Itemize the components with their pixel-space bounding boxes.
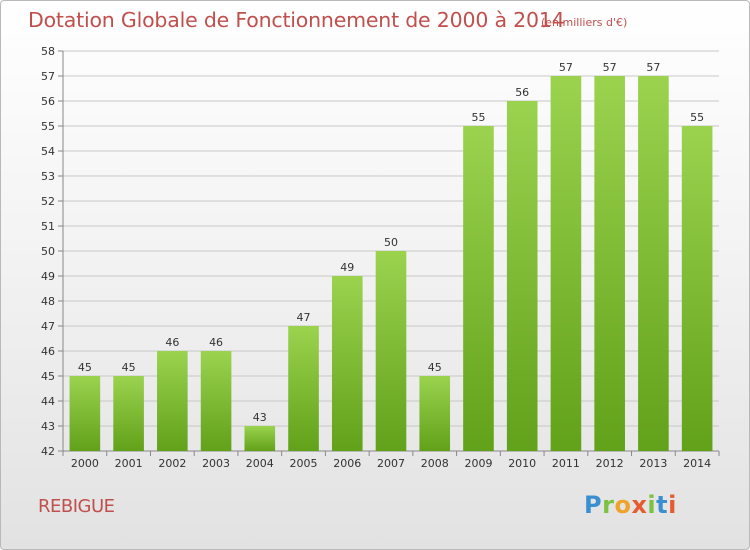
- data-label: 45: [78, 361, 92, 374]
- bar: [113, 376, 144, 451]
- bar: [506, 101, 538, 451]
- x-tick-label: 2008: [421, 457, 449, 470]
- y-tick-label: 51: [41, 220, 55, 233]
- data-label: 43: [253, 411, 267, 424]
- data-label: 56: [515, 86, 529, 99]
- x-tick-label: 2012: [596, 457, 624, 470]
- y-tick-label: 48: [41, 295, 55, 308]
- y-tick-label: 56: [41, 95, 55, 108]
- bar: [375, 251, 407, 451]
- bar: [200, 351, 232, 451]
- x-tick-label: 2013: [639, 457, 667, 470]
- y-tick-label: 45: [41, 370, 55, 383]
- x-tick-label: 2014: [683, 457, 711, 470]
- y-tick-label: 42: [41, 445, 55, 458]
- bar: [157, 351, 188, 451]
- bar: [288, 326, 319, 451]
- x-tick-label: 2002: [158, 457, 186, 470]
- data-label: 57: [559, 61, 573, 74]
- x-tick-label: 2007: [377, 457, 405, 470]
- bar: [463, 126, 494, 451]
- y-tick-label: 54: [41, 145, 55, 158]
- x-tick-label: 2005: [290, 457, 318, 470]
- data-label: 55: [471, 111, 485, 124]
- y-tick-label: 52: [41, 195, 55, 208]
- data-label: 46: [209, 336, 223, 349]
- y-tick-label: 43: [41, 420, 55, 433]
- labels: 42 43 44 45 46 47 48 49 50 51 52 53 54 55 56 57 58 45 2000…: [41, 45, 711, 470]
- data-label: 47: [297, 311, 311, 324]
- x-tick-label: 2010: [508, 457, 536, 470]
- bar: [594, 76, 625, 451]
- x-tick-label: 2009: [464, 457, 492, 470]
- bar: [550, 76, 582, 451]
- data-label: 50: [384, 236, 398, 249]
- bar: [244, 426, 276, 451]
- y-tick-label: 50: [41, 245, 55, 258]
- y-tick-label: 44: [41, 395, 55, 408]
- x-tick-label: 2001: [115, 457, 143, 470]
- data-label: 45: [428, 361, 442, 374]
- data-label: 46: [165, 336, 179, 349]
- bar: [331, 276, 363, 451]
- x-tick-label: 2000: [71, 457, 99, 470]
- bars: [69, 76, 713, 451]
- chart-subtitle: (en milliers d'€): [541, 16, 628, 29]
- bar: [638, 76, 669, 451]
- data-label: 57: [603, 61, 617, 74]
- y-tick-label: 57: [41, 70, 55, 83]
- bar: [681, 126, 713, 451]
- bar: [419, 376, 451, 451]
- y-tick-label: 46: [41, 345, 55, 358]
- proxiti-logo: Proxiti: [584, 491, 677, 519]
- y-tick-label: 58: [41, 45, 55, 58]
- commune-name: REBIGUE: [38, 496, 115, 517]
- y-tick-label: 47: [41, 320, 55, 333]
- bar: [69, 376, 101, 451]
- y-tick-label: 53: [41, 170, 55, 183]
- data-label: 45: [122, 361, 136, 374]
- x-tick-label: 2004: [246, 457, 274, 470]
- data-label: 57: [646, 61, 660, 74]
- y-tick-label: 55: [41, 120, 55, 133]
- x-tick-label: 2011: [552, 457, 580, 470]
- chart-title: Dotation Globale de Fonctionnement de 20…: [28, 8, 565, 32]
- x-tick-label: 2003: [202, 457, 230, 470]
- y-tick-label: 49: [41, 270, 55, 283]
- data-label: 55: [690, 111, 704, 124]
- x-tick-label: 2006: [333, 457, 361, 470]
- data-label: 49: [340, 261, 354, 274]
